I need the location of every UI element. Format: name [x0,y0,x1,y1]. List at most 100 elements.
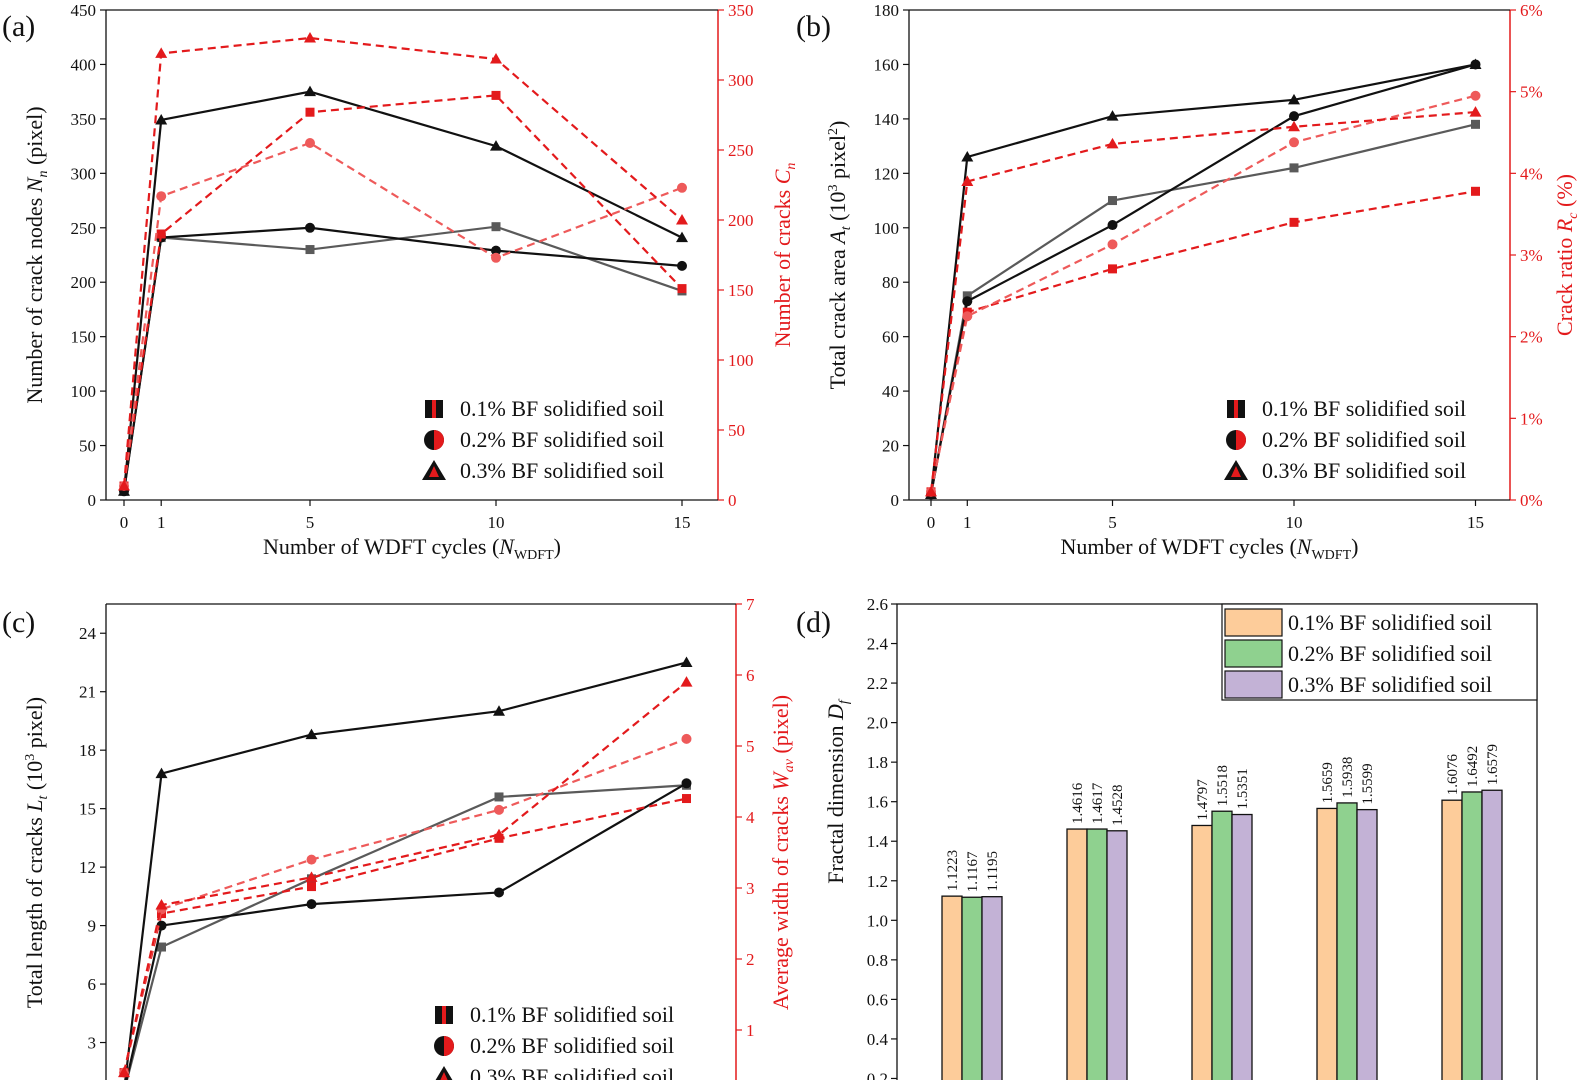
right-tick-label: 150 [728,281,754,300]
y-tick-label: 1.8 [867,753,888,772]
bar-value-label: 1.5599 [1360,763,1376,804]
data-point [1469,58,1482,69]
bar [1316,807,1338,1080]
x-tick-label: 15 [674,513,691,532]
label-part: Total crack area [825,244,850,390]
data-point [1106,110,1119,121]
panel-a: 0501001502002503003504004500501001502002… [2,1,799,563]
right-tick-label: 1 [746,1021,755,1040]
legend-swatch [1224,608,1283,637]
legend: 0.1% BF solidified soil 0.2% BF solidifie… [1224,396,1466,483]
right-tick-label: 4 [746,808,755,827]
label-part: (10 [825,192,850,227]
bar [961,896,983,1080]
data-point [1471,119,1480,129]
series-2 [925,58,1482,500]
left-tick-label: 24 [79,624,97,643]
legend-item-3-text: 0.3% BF solidified soil [460,458,664,483]
legend-item-3-text: 0.3% BF solidified soil [470,1064,674,1080]
data-point [494,792,504,802]
legend-item-2-marker-red [1236,430,1246,450]
panel-label: (c) [2,606,35,639]
data-point [157,942,166,952]
bar [1481,789,1503,1080]
data-point [305,728,318,740]
label-part: 3 [826,185,841,192]
label-part: N [22,176,47,193]
left-tick-label: 120 [874,164,900,183]
label-part: (pixel) [22,106,47,170]
data-point [962,296,973,307]
legend-swatch [1224,670,1283,699]
series-5 [118,32,688,491]
left-tick-label: 100 [874,219,900,238]
label-part: ) [825,121,850,128]
label-part: Crack ratio [1552,232,1577,336]
label-part: pixel [825,135,850,185]
data-point [305,871,318,882]
label-part: Number of WDFT cycles ( [263,534,499,559]
label-part: N [1296,534,1313,559]
bar-value-label: 1.6579 [1485,744,1501,785]
left-tick-label: 200 [71,273,97,292]
x-tick-label: 1 [963,513,972,532]
bar-value-label: 1.5518 [1215,765,1231,806]
label-part: N [498,534,515,559]
data-point [491,252,501,263]
left-tick-label: 400 [71,55,97,74]
bar [1336,802,1358,1080]
panel-label: (a) [2,10,35,43]
data-point [1288,120,1300,132]
series-line [122,36,683,487]
bar-value-label: 1.1223 [945,850,961,891]
data-point [493,828,505,840]
legend: 0.1% BF solidified soil 0.2% BF solidifie… [1221,603,1538,701]
right-axis-label: Number of cracks Cn [770,163,799,348]
label-part: D [823,704,848,721]
data-point [118,480,130,491]
right-axis-label: Crack ratio Rc (%) [1552,174,1581,336]
data-point [490,53,502,64]
right-tick-label: 6% [1520,1,1543,20]
x-tick-label: 1 [157,513,166,532]
right-tick-label: 350 [728,1,754,20]
label-part: W [768,771,793,791]
data-point [925,485,937,497]
left-tick-label: 80 [882,273,899,292]
right-tick-label: 200 [728,211,754,230]
legend-item-3-marker-red [1231,466,1241,477]
right-tick-label: 7 [746,595,755,614]
data-point [491,222,501,232]
right-tick-label: 2% [1520,328,1543,347]
label-part: (10 [22,761,47,796]
left-tick-label: 350 [71,110,97,129]
series-5 [118,676,693,1078]
label-part: A [825,230,850,246]
left-tick-label: 60 [882,328,899,347]
label-part: Average width of cracks [768,791,793,1011]
bar [1086,828,1108,1080]
label-part: n [784,163,799,170]
bar [1441,799,1463,1080]
right-tick-label: 5% [1520,83,1543,102]
series-line [122,797,687,1073]
label-part: L [22,799,47,812]
left-axis-label: Number of crack nodes Nn (pixel) [22,106,51,403]
label-part: Number of WDFT cycles ( [1061,534,1297,559]
bar-series-2: 1.1195 1.4528 1.5351 1.5599 1.6579 [981,744,1503,1080]
data-point [156,191,167,202]
y-tick-label: 1.6 [867,793,888,812]
label-part: (pixel) [768,695,793,759]
data-point [1469,106,1482,117]
left-tick-label: 140 [874,110,900,129]
label-part: Fractal dimension [823,720,848,884]
data-point [1288,93,1300,105]
panel-b: 0 20 40 60 80 100 120 140 160 180 0% 1% 2% 3% 4% 5% 6% 0 1… [796,1,1581,563]
panel-label: (b) [796,10,831,43]
y-tick-label: 2.4 [867,635,889,654]
data-point [491,245,501,256]
right-axis-label: Average width of cracks Wav (pixel) [768,695,797,1010]
series-0 [119,222,687,496]
legend-item-2-text: 0.2% BF solidified soil [470,1033,674,1058]
data-point [118,1066,130,1078]
